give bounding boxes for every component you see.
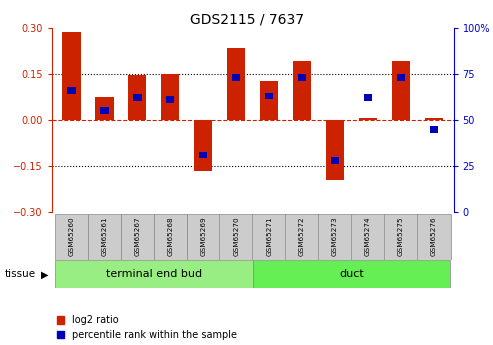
Bar <box>219 214 253 260</box>
Bar <box>392 61 410 120</box>
Text: GSM65270: GSM65270 <box>233 216 239 256</box>
Text: GSM65273: GSM65273 <box>332 216 338 256</box>
Bar <box>425 118 443 120</box>
Bar <box>88 214 121 260</box>
Bar <box>133 94 141 101</box>
Bar <box>253 260 450 288</box>
Bar <box>318 214 352 260</box>
Text: GSM65267: GSM65267 <box>135 216 141 256</box>
Bar <box>430 126 438 132</box>
Bar <box>63 32 80 120</box>
Bar <box>397 74 405 81</box>
Bar <box>285 214 319 260</box>
Bar <box>68 87 75 94</box>
Bar <box>186 214 220 260</box>
Bar <box>166 96 175 103</box>
Bar <box>260 81 278 120</box>
Text: duct: duct <box>339 269 364 279</box>
Bar <box>161 74 179 120</box>
Text: GSM65261: GSM65261 <box>102 216 107 256</box>
Text: GSM65272: GSM65272 <box>299 216 305 256</box>
Bar <box>364 94 372 101</box>
Bar <box>101 107 108 114</box>
Bar <box>55 260 253 288</box>
Bar <box>359 118 377 120</box>
Text: ▶: ▶ <box>41 269 48 279</box>
Bar <box>417 214 451 260</box>
Bar <box>96 97 113 120</box>
Bar <box>331 157 339 164</box>
Bar <box>293 61 311 120</box>
Bar <box>194 120 212 171</box>
Text: GSM65260: GSM65260 <box>69 216 74 256</box>
Text: tissue: tissue <box>5 269 36 279</box>
Bar <box>265 92 273 99</box>
Text: GSM65275: GSM65275 <box>398 216 404 256</box>
Text: GSM65276: GSM65276 <box>431 216 437 256</box>
Text: terminal end bud: terminal end bud <box>106 269 202 279</box>
Text: GSM65269: GSM65269 <box>200 216 206 256</box>
Bar <box>154 214 187 260</box>
Legend: log2 ratio, percentile rank within the sample: log2 ratio, percentile rank within the s… <box>57 315 237 340</box>
Bar <box>298 74 306 81</box>
Bar <box>232 74 240 81</box>
Text: GSM65271: GSM65271 <box>266 216 272 256</box>
Text: GDS2115 / 7637: GDS2115 / 7637 <box>189 12 304 26</box>
Bar <box>55 214 88 260</box>
Text: GSM65268: GSM65268 <box>167 216 174 256</box>
Bar <box>199 151 208 158</box>
Bar <box>227 48 245 120</box>
Bar <box>121 214 154 260</box>
Bar <box>384 214 418 260</box>
Bar <box>326 120 344 180</box>
Bar <box>128 75 146 120</box>
Text: GSM65274: GSM65274 <box>365 216 371 256</box>
Bar <box>252 214 286 260</box>
Bar <box>351 214 385 260</box>
